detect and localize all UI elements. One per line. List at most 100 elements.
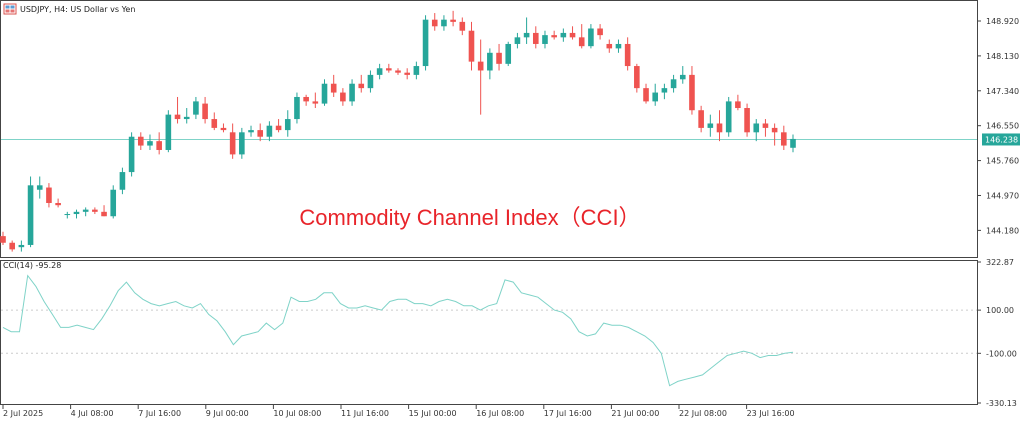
candle-body [441,19,447,27]
candle-body [652,92,659,102]
candle [358,74,365,93]
candle [284,110,291,137]
candle-body [569,32,576,38]
candle [174,96,181,124]
candle [266,121,273,142]
candle-body [505,43,512,64]
candle [193,96,199,120]
candle-body [183,116,190,120]
candle [624,37,631,71]
candle-body [137,136,144,146]
candle-body [395,70,401,73]
time-tick-label: 15 Jul 00:00 [409,409,457,418]
candle-body [762,123,769,128]
candle [340,88,346,106]
candle [716,110,723,142]
candle-body [128,136,135,173]
current-price-badge [982,133,1020,146]
candle-body [193,101,199,115]
candle-body [431,19,438,27]
candle [588,24,594,49]
candle [634,63,640,93]
candle [137,132,144,150]
candle-body [110,189,117,217]
price-tick-label: 147.340 [986,87,1019,96]
candle [560,28,567,42]
candle-body [220,127,227,131]
candle [468,21,475,71]
candle-body [679,74,686,80]
candle [386,63,392,73]
candle-body [147,141,153,146]
candle-body [27,185,34,245]
candle-body [101,211,107,217]
cci-tick-label: -330.13 [986,399,1017,408]
candle-body [771,127,778,133]
candle [569,26,576,40]
time-tick-label: 23 Jul 16:00 [747,409,795,418]
candle-body [367,74,374,89]
candle [18,240,25,252]
time-tick-label: 16 Jul 08:00 [476,409,524,418]
cci-panel-frame [0,260,978,405]
candle [542,30,548,49]
candle-body [578,37,585,47]
candle-body [266,125,273,137]
candle [64,211,71,219]
candle [0,231,6,245]
cci-indicator-label: CCI(14) -95.28 [3,261,61,270]
price-axis: 148.920 148.130 147.340 146.550 145.760 144.9… [977,17,1020,235]
candle-body [477,61,484,71]
candle [119,167,126,195]
candle-body [312,101,319,104]
cci-line-group [2,274,794,387]
candle-body [413,66,420,75]
candle-body [735,101,741,109]
candle [689,66,695,115]
candle [330,74,337,97]
candle-body [744,108,750,133]
candle-body [560,32,567,38]
price-panel-frame [0,0,978,258]
candle [257,123,264,142]
candle-body [202,103,208,120]
candle-body [624,43,631,67]
candle [578,24,585,49]
chart-title: USDJPY, H4: US Dollar vs Yen [20,5,135,14]
time-tick-label: 22 Jul 08:00 [679,409,727,418]
candle-body [698,110,704,128]
candle [597,24,603,40]
candle-body [119,172,126,190]
candle-body [358,83,365,89]
candle [413,61,420,80]
candle-body [551,35,557,38]
candle-body [781,132,787,146]
candle [643,83,649,104]
candle [781,125,787,150]
candle-body [340,92,346,102]
candle [128,132,135,177]
time-tick-label: 21 Jul 00:00 [611,409,659,418]
candle [376,63,383,80]
candle-body [514,37,521,44]
cci-tick-label: 100.00 [986,306,1014,315]
cci-tick-label: 322.87 [986,258,1014,267]
candle [532,26,539,49]
candle [496,43,502,71]
candle [248,125,254,137]
candle-body [18,244,25,248]
candle-body [634,66,640,89]
candle-body [532,32,539,44]
candle-body [156,141,162,150]
candle-body [211,119,218,128]
cci-axis: 322.87 100.00 -100.00 -330.13 [977,258,1017,408]
candle [303,94,309,106]
candle [753,119,760,142]
candle-body [229,132,236,155]
candle [395,68,401,75]
candle-body [615,43,622,49]
candle [661,83,668,100]
chart-window-icon[interactable] [3,3,17,15]
candle-body [670,79,677,89]
